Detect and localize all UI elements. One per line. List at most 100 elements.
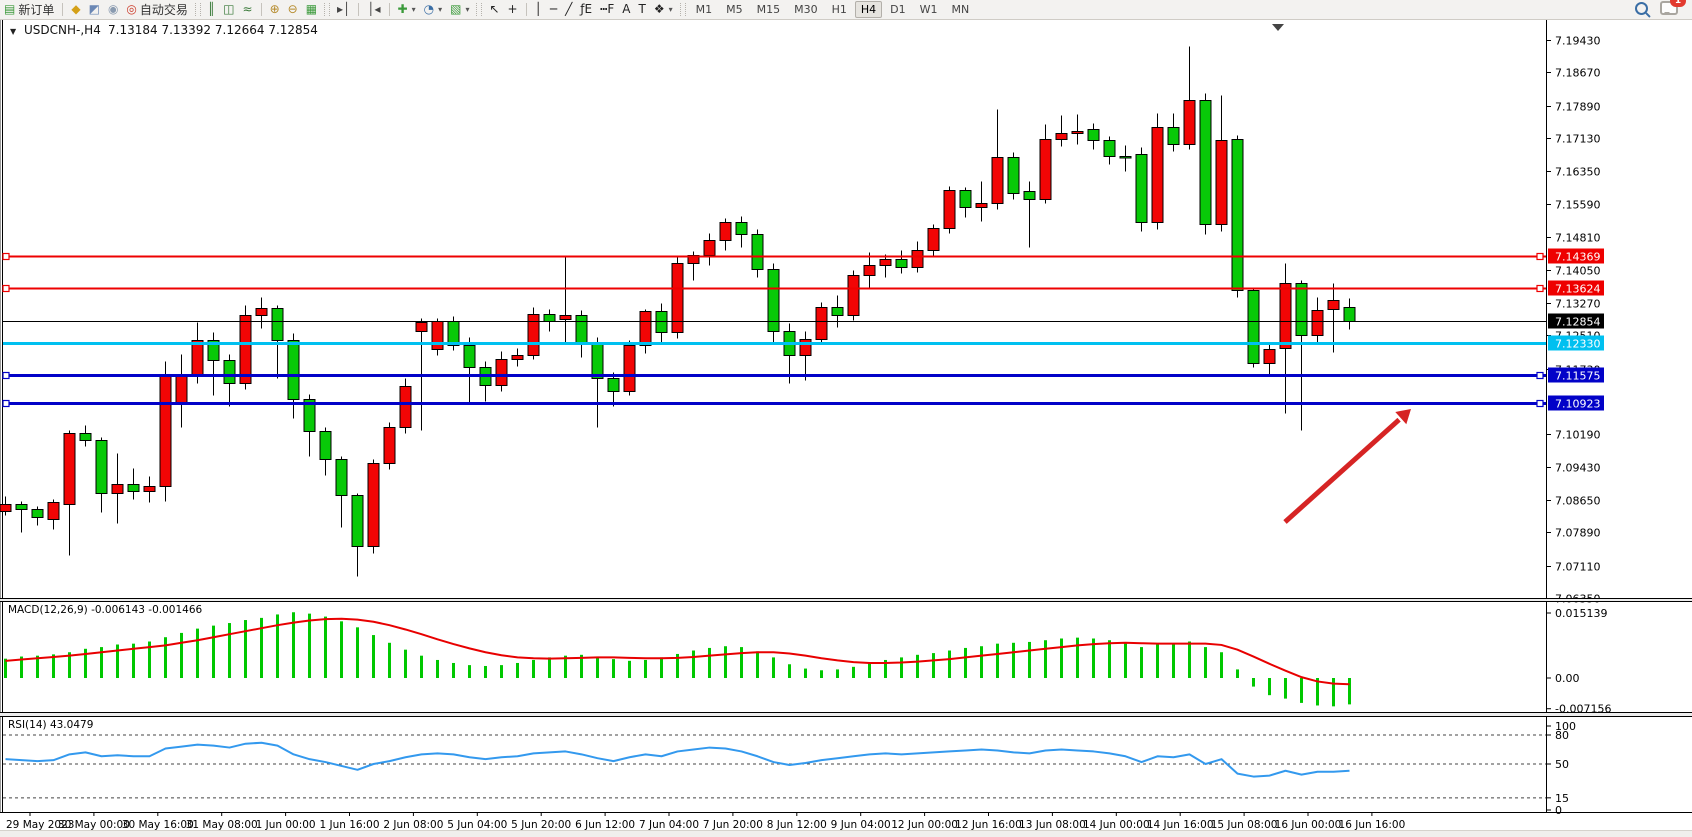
zoom-in-button[interactable]: ⊕ — [266, 1, 284, 18]
horizontal-line-button[interactable]: ─ — [546, 1, 561, 18]
tile-windows-button[interactable]: ▦ — [302, 1, 321, 18]
price-axis-tick: 7.14050 — [1555, 265, 1601, 278]
trendline-button[interactable]: ╱ — [561, 1, 576, 18]
search-button[interactable] — [1635, 1, 1648, 18]
text-label-button[interactable]: T — [634, 1, 649, 18]
candle — [655, 303, 668, 343]
timeframe-d1[interactable]: D1 — [890, 3, 906, 16]
time-axis-label: 8 Jun 12:00 — [767, 819, 827, 831]
autotrading-button-label: 自动交易 — [139, 3, 188, 17]
time-axis-label: 1 Jun 16:00 — [319, 819, 379, 831]
new-order-button[interactable]: ▤ 新订单 — [0, 1, 58, 18]
time-axis-label: 16 Jun 16:00 — [1339, 819, 1406, 831]
macd-axis-tick: 0.00 — [1555, 672, 1580, 685]
rsi-axis-tick: 0 — [1555, 804, 1562, 817]
macd-panel[interactable]: MACD(12,26,9) -0.006143 -0.001466 — [4, 604, 1351, 707]
timeframe-h1[interactable]: H1 — [831, 3, 847, 16]
line-handle[interactable] — [1536, 252, 1544, 261]
time-axis-label: 13 Jun 08:00 — [1019, 819, 1086, 831]
horizontal-line-7.11575[interactable] — [2, 371, 1546, 380]
new-order-icon: ▤ — [4, 2, 16, 16]
market-signals-button[interactable]: ◉ — [104, 1, 122, 18]
chart-canvas[interactable]: ▼ USDCNH-,H4 7.13184 7.13392 7.12664 7.128… — [0, 20, 1692, 837]
periods-button[interactable]: ◔ ▾ — [420, 1, 447, 18]
chart-shift-button[interactable]: │◂ — [363, 1, 384, 18]
horizontal-line-7.10923[interactable] — [2, 399, 1546, 408]
timeframe-m30[interactable]: M30 — [794, 3, 818, 16]
candle — [1295, 280, 1308, 431]
line-handle[interactable] — [1536, 371, 1544, 380]
fibonacci-fan-button[interactable]: ┅F — [596, 1, 618, 18]
bar-chart-mode-button[interactable]: ║ — [204, 1, 219, 18]
toolbar-grip — [194, 3, 201, 16]
line-handle[interactable] — [2, 252, 10, 261]
price-axis-tick: 7.15590 — [1555, 199, 1601, 212]
candle — [399, 378, 412, 434]
line-handle[interactable] — [1536, 284, 1544, 293]
timeframe-m5[interactable]: M5 — [726, 3, 743, 16]
crosshair-button[interactable]: + — [504, 1, 522, 18]
candle — [63, 430, 76, 556]
candlestick-mode-icon: ◫ — [223, 2, 235, 16]
candle — [1119, 145, 1132, 172]
panel-splitter[interactable] — [0, 713, 1692, 716]
panel-splitter[interactable] — [0, 599, 1692, 601]
line-handle[interactable] — [2, 399, 10, 408]
candle — [863, 252, 876, 288]
indicators-button[interactable]: ✚ ▾ — [394, 1, 420, 18]
candle — [719, 218, 732, 251]
autotrading-icon: ◎ — [126, 2, 137, 16]
vertical-line-button[interactable]: │ — [531, 1, 546, 18]
timeframe-h4[interactable]: H4 — [854, 1, 883, 18]
auto-scroll-button[interactable]: ▸│ — [333, 1, 354, 18]
templates-button[interactable]: ▧ ▾ — [446, 1, 473, 18]
toolbar-right-group: 1 — [1635, 0, 1692, 18]
candle — [1343, 298, 1356, 330]
notifications-button[interactable]: 1 — [1660, 0, 1686, 18]
timeframe-w1[interactable]: W1 — [919, 3, 938, 16]
chart-dropdown-icon[interactable]: ▼ — [10, 27, 17, 36]
styler-button[interactable]: ◆ — [67, 1, 84, 18]
periods-icon: ◔ — [423, 2, 435, 16]
candle — [367, 459, 380, 554]
arrows-button[interactable]: ❖ ▾ — [650, 1, 677, 18]
rsi-axis-tick: 50 — [1555, 758, 1569, 771]
price-axis[interactable]: 7.19430 7.18670 7.17890 7.17130 7.16350 7.155… — [1546, 20, 1611, 817]
time-axis-label: 9 Jun 04:00 — [831, 819, 891, 831]
cursor-button[interactable]: ↖ — [485, 1, 503, 18]
candle — [127, 468, 140, 500]
rsi-panel[interactable]: RSI(14) 43.0479 — [3, 719, 1546, 799]
candlestick-mode-button[interactable]: ◫ — [219, 1, 238, 18]
horizontal-line-7.13624[interactable] — [2, 284, 1546, 293]
market-signals-icon: ◉ — [107, 2, 119, 16]
profiles-icon: ◩ — [88, 2, 100, 16]
new-order-button-label: 新订单 — [18, 3, 55, 17]
horizontal-line-7.14369[interactable] — [2, 252, 1546, 261]
profiles-button[interactable]: ◩ — [85, 1, 104, 18]
price-badge-7.11575: 7.11575 — [1548, 367, 1604, 383]
fibonacci-button[interactable]: ƒE — [576, 1, 596, 18]
chart-window[interactable]: ▼ USDCNH-,H4 7.13184 7.13392 7.12664 7.128… — [0, 20, 1692, 837]
candle — [1263, 343, 1276, 375]
main-price-panel[interactable]: ▼ USDCNH-,H4 7.13184 7.13392 7.12664 7.128… — [0, 20, 1546, 812]
zoom-out-button[interactable]: ⊖ — [284, 1, 302, 18]
price-badge-text: 7.12330 — [1555, 338, 1601, 351]
line-handle[interactable] — [2, 284, 10, 293]
chart-shift-marker[interactable] — [1272, 24, 1284, 31]
timeframe-m15[interactable]: M15 — [756, 3, 781, 16]
text-button[interactable]: A — [618, 1, 634, 18]
candle — [1103, 136, 1116, 165]
arrow-annotation[interactable] — [1283, 409, 1411, 524]
macd-axis-tick: 0.015139 — [1555, 607, 1608, 620]
candle — [927, 224, 940, 256]
timeframe-m1[interactable]: M1 — [695, 3, 713, 16]
text-icon: A — [622, 2, 631, 16]
line-chart-mode-button[interactable]: ≈ — [239, 1, 257, 18]
candle — [831, 295, 844, 328]
candle — [751, 229, 764, 278]
autotrading-button[interactable]: ◎ 自动交易 — [122, 1, 192, 18]
line-handle[interactable] — [1536, 399, 1544, 408]
timeframe-mn[interactable]: MN — [951, 3, 970, 16]
line-handle[interactable] — [2, 371, 10, 380]
